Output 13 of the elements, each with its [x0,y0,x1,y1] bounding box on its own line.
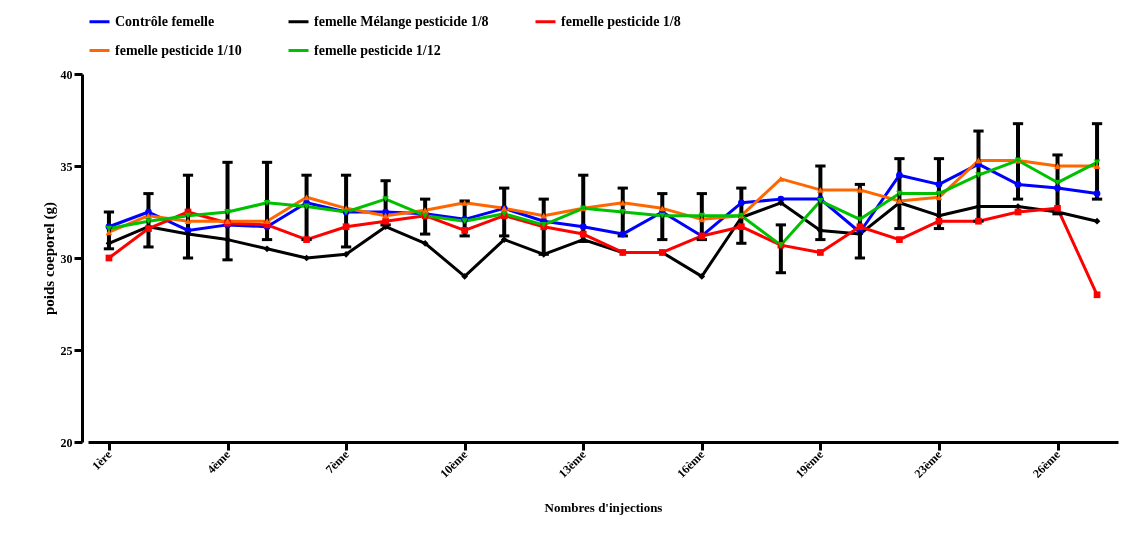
y-tick-label: 40 [60,67,73,82]
y-tick-label: 30 [60,251,73,266]
legend-label: femelle pesticide 1/10 [115,42,242,58]
legend-label: femelle pesticide 1/8 [561,13,681,29]
x-axis-title: Nombres d'injections [544,499,663,515]
y-tick-label: 35 [60,159,73,174]
legend-label: Contrôle femelle [115,13,215,29]
y-tick-label: 20 [60,435,73,450]
x-tick-label: 1ère [89,447,115,473]
y-tick-label: 25 [60,343,73,358]
legend-label: femelle Mélange pesticide 1/8 [314,13,489,29]
y-axis-title: poids coeporel (g) [40,201,58,316]
legend-label: femelle pesticide 1/12 [314,42,441,58]
